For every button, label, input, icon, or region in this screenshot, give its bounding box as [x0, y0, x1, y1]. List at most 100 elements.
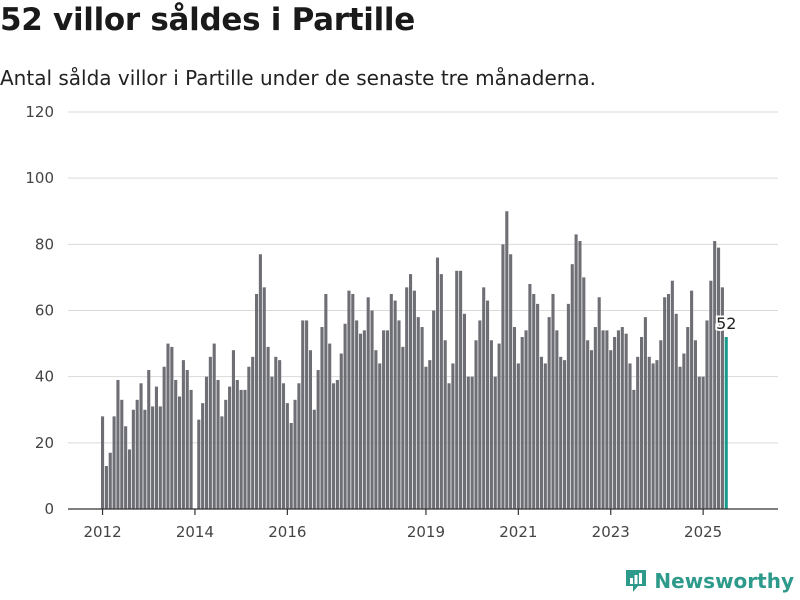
bar-latest	[724, 336, 728, 509]
bar	[262, 287, 266, 509]
bar	[243, 389, 247, 509]
brand-name: Newsworthy	[654, 569, 794, 593]
x-tick-label: 2025	[684, 523, 722, 541]
bar	[151, 406, 155, 509]
y-tick-label: 120	[25, 103, 54, 121]
bar	[339, 353, 343, 509]
x-tick-label: 2021	[499, 523, 537, 541]
bar	[204, 376, 209, 509]
bar	[690, 290, 694, 509]
bar	[124, 426, 128, 509]
bar	[216, 379, 220, 509]
bar	[289, 422, 293, 509]
bar	[420, 327, 424, 509]
bar	[154, 386, 158, 509]
bar	[674, 313, 678, 509]
bar	[362, 330, 366, 509]
bar	[328, 343, 332, 509]
bar	[401, 346, 405, 509]
bar	[455, 270, 459, 509]
bar	[559, 356, 563, 509]
bar	[574, 234, 578, 510]
bar	[355, 320, 359, 509]
latest-value-label: 52	[716, 314, 736, 333]
bar	[555, 330, 559, 509]
bar	[409, 274, 413, 509]
bar	[570, 264, 574, 509]
bar	[228, 386, 232, 509]
bar	[624, 333, 628, 509]
x-tick-label: 2016	[268, 523, 306, 541]
bar	[231, 350, 235, 509]
bar	[174, 379, 178, 509]
bar	[416, 317, 420, 509]
bar	[505, 211, 509, 509]
bar	[516, 363, 520, 509]
bar	[112, 416, 116, 509]
bar	[501, 244, 505, 510]
bar	[382, 330, 386, 509]
bar	[586, 340, 590, 509]
bar	[459, 270, 463, 509]
bar	[235, 379, 239, 509]
bar	[678, 366, 682, 509]
bar	[308, 350, 312, 509]
bar	[312, 409, 316, 509]
bar	[451, 363, 455, 509]
bar	[185, 370, 189, 509]
bar	[651, 363, 655, 509]
newsworthy-logo: Newsworthy	[624, 568, 794, 594]
bar	[266, 346, 270, 509]
bar	[701, 376, 705, 509]
bar	[528, 284, 532, 509]
bar	[640, 336, 644, 509]
bar	[482, 287, 486, 509]
bar	[285, 403, 289, 509]
bar	[143, 409, 147, 509]
bar	[301, 320, 305, 509]
bar	[532, 293, 536, 509]
bar	[366, 297, 370, 509]
bar	[489, 340, 493, 509]
bar	[601, 330, 605, 509]
bar	[551, 293, 555, 509]
bar	[162, 366, 166, 509]
bar	[389, 293, 393, 509]
bar	[520, 336, 524, 509]
bar	[539, 356, 543, 509]
bar	[647, 356, 651, 509]
bar	[258, 254, 262, 509]
bar	[566, 303, 570, 509]
bar	[424, 366, 428, 509]
bar	[324, 293, 328, 509]
bar	[139, 383, 143, 509]
bar	[378, 363, 382, 509]
bar	[374, 350, 378, 509]
bar	[189, 389, 193, 509]
bar	[224, 399, 228, 509]
bar	[493, 376, 497, 509]
bar	[274, 356, 278, 509]
bar	[220, 416, 224, 509]
bar	[486, 300, 490, 509]
bar	[320, 327, 324, 509]
bar	[643, 317, 647, 509]
bar	[281, 383, 286, 509]
bar	[305, 320, 309, 509]
bar	[405, 287, 409, 509]
bar	[127, 449, 132, 509]
bar	[297, 383, 301, 509]
bar-chart-badge-icon	[626, 570, 647, 592]
bar	[166, 343, 170, 509]
bar	[439, 274, 443, 509]
bar-chart: 0 20 40 60 80 100 120 2012 2014 2016 2019 2021 2023 2…	[25, 103, 778, 541]
bar	[512, 327, 517, 509]
bar	[201, 403, 205, 509]
bar	[470, 376, 474, 509]
bar	[170, 346, 174, 509]
bar	[497, 343, 501, 509]
bar	[462, 313, 466, 509]
labels: 0 20 40 60 80 100 120 2012 2014 2016 2019 2021 2023 2…	[25, 103, 738, 541]
bar	[104, 465, 108, 509]
bar	[316, 370, 320, 509]
